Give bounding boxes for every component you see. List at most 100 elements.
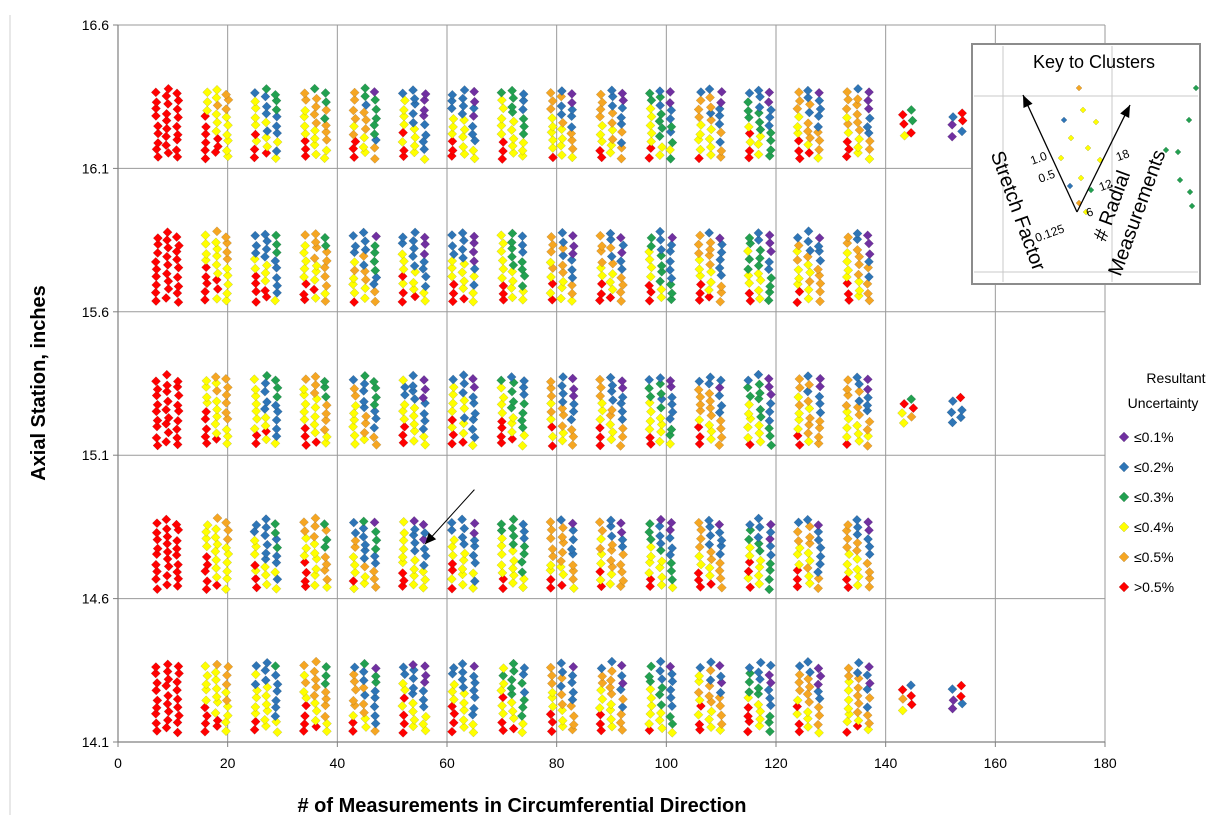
- data-point: [517, 281, 528, 292]
- data-point: [567, 272, 578, 283]
- data-point: [419, 528, 430, 538]
- data-point: [803, 259, 814, 270]
- data-point: [152, 440, 163, 451]
- data-point: [546, 398, 556, 409]
- data-point: [251, 413, 262, 424]
- data-point: [657, 682, 668, 693]
- data-point: [517, 240, 528, 251]
- data-point: [212, 244, 223, 254]
- data-point: [408, 673, 419, 684]
- data-point: [744, 128, 755, 139]
- data-cluster: [496, 85, 530, 164]
- data-point: [150, 662, 161, 673]
- data-point: [764, 717, 775, 728]
- data-point: [369, 701, 380, 712]
- data-cluster: [792, 226, 826, 308]
- data-point: [222, 710, 233, 721]
- data-point: [210, 532, 221, 543]
- data-point: [212, 141, 223, 152]
- data-point: [508, 93, 519, 104]
- data-point: [568, 565, 579, 576]
- data-point: [272, 686, 283, 697]
- data-point: [743, 270, 754, 281]
- data-point: [794, 726, 805, 737]
- data-point: [173, 112, 184, 123]
- data-point: [508, 658, 519, 669]
- data-point: [764, 406, 775, 417]
- data-point: [753, 235, 764, 245]
- data-point: [754, 578, 765, 589]
- data-point: [743, 432, 754, 443]
- data-point: [507, 243, 517, 254]
- data-point: [251, 406, 262, 417]
- data-point: [211, 428, 222, 439]
- data-point: [350, 684, 361, 695]
- data-point: [172, 381, 183, 392]
- data-point: [409, 93, 420, 104]
- data-point: [842, 384, 853, 395]
- data-point: [508, 412, 519, 423]
- data-point: [755, 714, 766, 725]
- data-point: [804, 276, 815, 287]
- data-point: [163, 147, 174, 158]
- data-point: [271, 415, 282, 426]
- data-point: [605, 515, 616, 526]
- data-cluster: [644, 656, 678, 738]
- data-point: [792, 297, 803, 308]
- data-point: [665, 549, 676, 560]
- data-point: [301, 440, 312, 451]
- data-point: [656, 266, 667, 277]
- data-point: [507, 107, 518, 118]
- key-point: [1092, 118, 1100, 126]
- data-point: [509, 555, 519, 566]
- data-point: [407, 688, 418, 699]
- data-point: [152, 678, 163, 688]
- data-point: [162, 715, 173, 726]
- data-cluster: [298, 513, 333, 593]
- data-point: [567, 288, 578, 299]
- data-point: [802, 689, 813, 700]
- data-point: [468, 685, 479, 696]
- key-point: [1192, 84, 1200, 92]
- data-point: [309, 666, 320, 677]
- data-point: [705, 108, 716, 119]
- data-point: [370, 265, 381, 276]
- data-point: [468, 671, 479, 682]
- data-point: [841, 272, 852, 282]
- data-point: [841, 151, 852, 162]
- data-point: [212, 117, 223, 128]
- data-point: [792, 581, 803, 592]
- data-point: [766, 273, 777, 283]
- data-point: [371, 535, 382, 546]
- data-point: [666, 517, 677, 528]
- data-points: [150, 83, 968, 738]
- data-point: [498, 294, 509, 305]
- data-point: [595, 432, 606, 443]
- data-point: [299, 526, 310, 537]
- data-point: [646, 136, 657, 147]
- data-point: [150, 110, 161, 121]
- data-point: [261, 426, 272, 437]
- data-point: [420, 271, 431, 282]
- data-point: [597, 241, 607, 252]
- data-point: [843, 663, 854, 674]
- data-point: [321, 661, 332, 672]
- data-cluster: [397, 370, 431, 450]
- data-point: [842, 422, 852, 433]
- data-point: [173, 573, 184, 584]
- data-point: [665, 279, 676, 290]
- data-point: [299, 660, 310, 671]
- data-point: [358, 682, 369, 693]
- data-point: [706, 115, 717, 126]
- data-point: [348, 517, 359, 528]
- data-point: [507, 427, 517, 437]
- data-point: [459, 722, 469, 733]
- data-point: [359, 553, 370, 564]
- data-point: [605, 292, 616, 303]
- data-point: [369, 517, 380, 528]
- key-point: [1174, 148, 1182, 156]
- data-point: [446, 95, 457, 106]
- data-point: [260, 386, 270, 397]
- data-point: [844, 295, 855, 306]
- data-point: [458, 418, 469, 429]
